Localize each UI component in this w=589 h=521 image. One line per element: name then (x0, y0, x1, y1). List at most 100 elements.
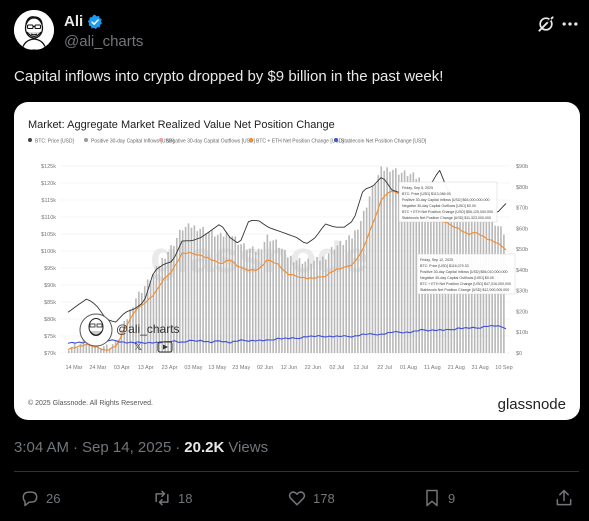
inflow-bar (357, 229, 359, 353)
chart-annotations: Friday, Sep 5, 2025 BTC: Price [USD] $113… (398, 181, 516, 295)
x-logo-icon: 𝕏 (134, 342, 142, 353)
inflow-bar (190, 227, 193, 353)
inflow-bar (146, 279, 149, 353)
x-tick-label: 02 Jun (257, 365, 274, 371)
chart-image-card[interactable]: Market: Aggregate Market Realized Value … (14, 102, 580, 420)
inflow-bar (368, 196, 371, 353)
legend-label: Negative 30-day Capital Outflows [USD] (166, 139, 256, 145)
x-tick-label: 10 Sep (495, 365, 512, 371)
author-handle[interactable]: @ali_charts (64, 33, 144, 50)
x-tick-label: 13 Apr (138, 365, 154, 371)
y-right-tick-label: $30b (516, 289, 528, 295)
inflow-bar (339, 241, 342, 353)
tooltip-line: BTC: Price [USD] $113,086.93 (402, 192, 451, 196)
heart-icon (288, 491, 306, 506)
tweet-date[interactable]: Sep 14, 2025 (82, 439, 172, 456)
x-tick-label: 14 Mar (65, 365, 82, 371)
tweet-text: Capital inflows into crypto dropped by $… (14, 68, 444, 85)
inflow-bar (79, 343, 82, 353)
inflow-bar (246, 250, 248, 353)
y-left-tick-label: $70k (44, 351, 56, 357)
inflow-bar (360, 221, 362, 353)
tooltip-line: Negative 30-day Capital Outflows [USD] $… (402, 204, 476, 208)
inflow-bar (88, 340, 91, 353)
inflow-bar (348, 235, 350, 353)
inflow-bar (152, 273, 155, 353)
tooltip-line: Positive 30-day Capital Inflows [USD] $5… (420, 270, 508, 274)
inflow-bar (126, 319, 129, 353)
y-right-tick-label: $90b (516, 164, 528, 170)
inflow-bar (70, 346, 73, 353)
inflow-bar (187, 223, 190, 353)
inflow-bar (94, 343, 96, 353)
inflow-bar (208, 231, 210, 353)
x-tick-label: 23 May (232, 365, 250, 371)
bookmark-button[interactable]: 9 (422, 488, 455, 508)
share-button[interactable] (554, 488, 574, 508)
inflow-bar (184, 226, 187, 353)
tooltip-line: Friday, Sep 5, 2025 (402, 186, 433, 190)
legend-label: Stablecoin Net Position Change [USD] (341, 139, 427, 145)
tweet-time[interactable]: 3:04 AM (14, 439, 70, 456)
glassnode-brand: glassnode (498, 396, 566, 413)
inflow-bar (135, 298, 137, 353)
chart-axis-ticks: $125k $120k $115k $110k $105k $100k $95k $90k $8… (41, 164, 528, 371)
x-tick-label: 22 Jun (305, 365, 322, 371)
y-right-tick-label: $40b (516, 268, 528, 274)
inflow-bar (316, 256, 318, 353)
stablecoin-net-change-line (67, 324, 507, 344)
inflow-bar (345, 240, 348, 353)
inflow-bar (377, 175, 380, 353)
inflow-bar (406, 176, 409, 353)
inflow-bar (272, 240, 275, 353)
x-tick-label: 03 Apr (114, 365, 130, 371)
y-right-tick-label: $60b (516, 226, 528, 232)
more-options-icon[interactable] (560, 14, 580, 34)
inflow-bar (105, 344, 108, 353)
inflow-bar (310, 263, 312, 353)
repost-icon (155, 490, 169, 506)
inflow-bar (214, 236, 216, 353)
overlay-avatar (79, 313, 113, 347)
y-left-tick-label: $100k (41, 249, 56, 255)
inflow-bar (333, 249, 336, 353)
author-display-name[interactable]: Ali (64, 13, 84, 30)
legend-label: Positive 30-day Capital Inflows [USD] (91, 139, 174, 145)
inflow-bar (287, 257, 289, 353)
y-right-tick-label: $50b (516, 247, 528, 253)
inflow-bar (319, 260, 321, 353)
x-tick-label: 31 Aug (472, 365, 489, 371)
grok-icon[interactable] (536, 14, 556, 34)
avatar[interactable] (14, 10, 54, 50)
repost-button[interactable]: 18 (152, 488, 192, 508)
bookmark-count: 9 (448, 490, 456, 506)
inflow-bar (138, 291, 140, 353)
legend-swatch (334, 138, 338, 142)
inflow-bar (266, 234, 269, 353)
inflow-bar (100, 347, 102, 353)
meta-separator: · (73, 439, 79, 456)
inflow-bar (76, 347, 79, 353)
chart-legend: BTC: Price [USD] Positive 30-day Capital … (28, 138, 427, 145)
inflow-bar (403, 170, 406, 353)
inflow-bar (324, 259, 327, 353)
inflow-bar (68, 350, 70, 353)
tooltip-box (398, 181, 498, 223)
inflow-bar (240, 244, 242, 353)
reply-button[interactable]: 26 (20, 488, 60, 508)
inflow-bar (395, 168, 397, 353)
inflow-bar (386, 167, 388, 353)
inflow-bar (111, 344, 114, 353)
inflow-bar (257, 248, 260, 353)
inflow-bar (397, 174, 400, 353)
like-button[interactable]: 178 (287, 488, 335, 508)
legend-swatch (249, 138, 253, 142)
inflow-bar (298, 258, 301, 353)
chart-title: Market: Aggregate Market Realized Value … (28, 119, 335, 131)
inflow-bar (289, 255, 292, 353)
inflow-bar (374, 184, 377, 353)
inflow-bar (178, 229, 181, 353)
inflow-bar (392, 169, 394, 353)
y-left-tick-label: $105k (41, 232, 56, 238)
inflow-bar (237, 244, 239, 353)
